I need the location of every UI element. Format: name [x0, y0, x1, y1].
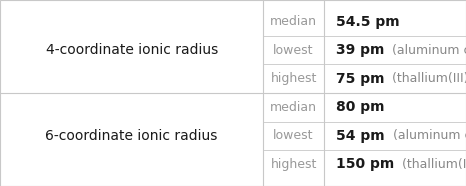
- Text: 54.5 pm: 54.5 pm: [336, 15, 399, 29]
- Text: highest: highest: [270, 72, 317, 85]
- Text: highest: highest: [270, 158, 317, 171]
- Text: 150 pm: 150 pm: [336, 157, 394, 171]
- Text: 75 pm: 75 pm: [336, 72, 384, 86]
- Text: (thallium(III) cation): (thallium(III) cation): [392, 72, 466, 85]
- Text: (aluminum cation): (aluminum cation): [392, 129, 466, 142]
- Text: 39 pm: 39 pm: [336, 43, 384, 57]
- Text: 4-coordinate ionic radius: 4-coordinate ionic radius: [46, 43, 218, 57]
- Text: (aluminum cation): (aluminum cation): [392, 44, 466, 57]
- Text: median: median: [270, 15, 317, 28]
- Text: lowest: lowest: [274, 129, 314, 142]
- Text: 6-coordinate ionic radius: 6-coordinate ionic radius: [46, 129, 218, 143]
- Text: lowest: lowest: [274, 44, 314, 57]
- Text: median: median: [270, 101, 317, 114]
- Text: 80 pm: 80 pm: [336, 100, 384, 114]
- Text: (thallium(I) cation): (thallium(I) cation): [402, 158, 466, 171]
- Text: 54 pm: 54 pm: [336, 129, 384, 143]
